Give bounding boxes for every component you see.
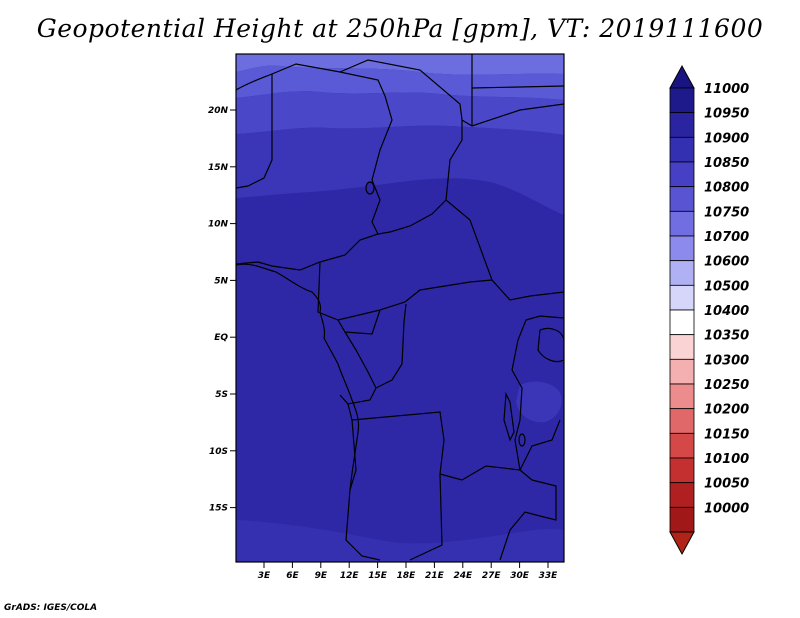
contour-band-north-4 [236,54,564,75]
lat-label: 5S [215,390,228,400]
colorbar-label: 10600 [704,255,749,270]
lat-label: 20N [208,106,229,116]
lat-label: 15S [209,504,228,514]
lat-label: 10S [209,447,228,457]
lon-label: 33E [539,571,559,581]
latitude-axis: 20N 15N 10N 5N EQ 5S 10S 15S [208,106,236,514]
lat-label: 5N [214,276,228,286]
colorbar-label: 10200 [704,403,749,418]
colorbar-label: 10300 [704,353,749,368]
colorbar-segment [669,136,695,163]
map-title: Geopotential Height at 250hPa [gpm], VT:… [36,14,764,43]
grads-credit: GrADS: IGES/COLA [4,603,98,613]
colorbar-label: 10900 [704,131,749,146]
lon-label: 18E [397,571,417,581]
contour-band-north-3 [236,65,564,100]
colorbar-segment [669,383,695,410]
colorbar-label: 10800 [704,181,749,196]
colorbar-label: 10400 [704,304,749,319]
lakes [365,181,564,447]
colorbar-segment [669,284,695,311]
colorbar-label: 11000 [704,82,749,97]
colorbar-segment [669,482,695,508]
lon-label: 12E [340,571,360,581]
colorbar-label: 10700 [704,230,749,245]
colorbar-bottom-cap [669,531,695,556]
colorbar-segment [669,260,695,286]
colorbar-segment [669,358,695,385]
colorbar-segment [669,87,695,114]
colorbar-label: 10250 [704,378,749,393]
colorbar-label: 10050 [704,477,749,492]
colorbar: 11000 10950 10900 10850 10800 10750 10700 10600… [669,64,749,556]
coastline [236,263,360,491]
colorbar-segment [669,334,695,360]
lon-label: 24E [453,571,473,581]
colorbar-segment [669,309,695,336]
lon-label: 3E [258,571,271,581]
country-borders [236,54,564,561]
colorbar-segment [669,210,695,237]
lat-label: 15N [208,163,229,173]
contour-band-south [236,520,564,562]
colorbar-segment [669,408,695,434]
lat-label: EQ [214,333,228,343]
colorbar-label: 10350 [704,329,749,344]
lon-label: 30E [510,571,530,581]
colorbar-top-cap [669,64,695,89]
lon-label: 15E [368,571,388,581]
colorbar-segment [669,112,695,138]
colorbar-label: 10850 [704,156,749,171]
colorbar-segment [669,432,695,459]
colorbar-label: 10950 [704,107,749,122]
lon-label: 27E [482,571,502,581]
colorbar-label: 10500 [704,279,749,294]
lon-label: 9E [315,571,328,581]
colorbar-segment [669,506,695,533]
colorbar-label: 10000 [704,501,749,516]
colorbar-label: 10100 [704,452,749,467]
lon-label: 6E [286,571,299,581]
colorbar-label: 10150 [704,427,749,442]
colorbar-segment [669,186,695,212]
lat-label: 10N [208,220,229,230]
lon-label: 21E [425,571,445,581]
colorbar-segment [669,161,695,188]
colorbar-segment [669,235,695,262]
contour-band-north-1 [236,125,564,215]
colorbar-segment [669,457,695,484]
contour-band-north-2 [236,91,564,135]
map-frame [235,53,565,563]
contour-patch-east [516,381,562,423]
map-panel [236,54,564,562]
colorbar-label: 10750 [704,205,749,220]
longitude-axis: 3E 6E 9E 12E 15E 18E 21E 24E 27E 30E 33E [258,562,558,581]
